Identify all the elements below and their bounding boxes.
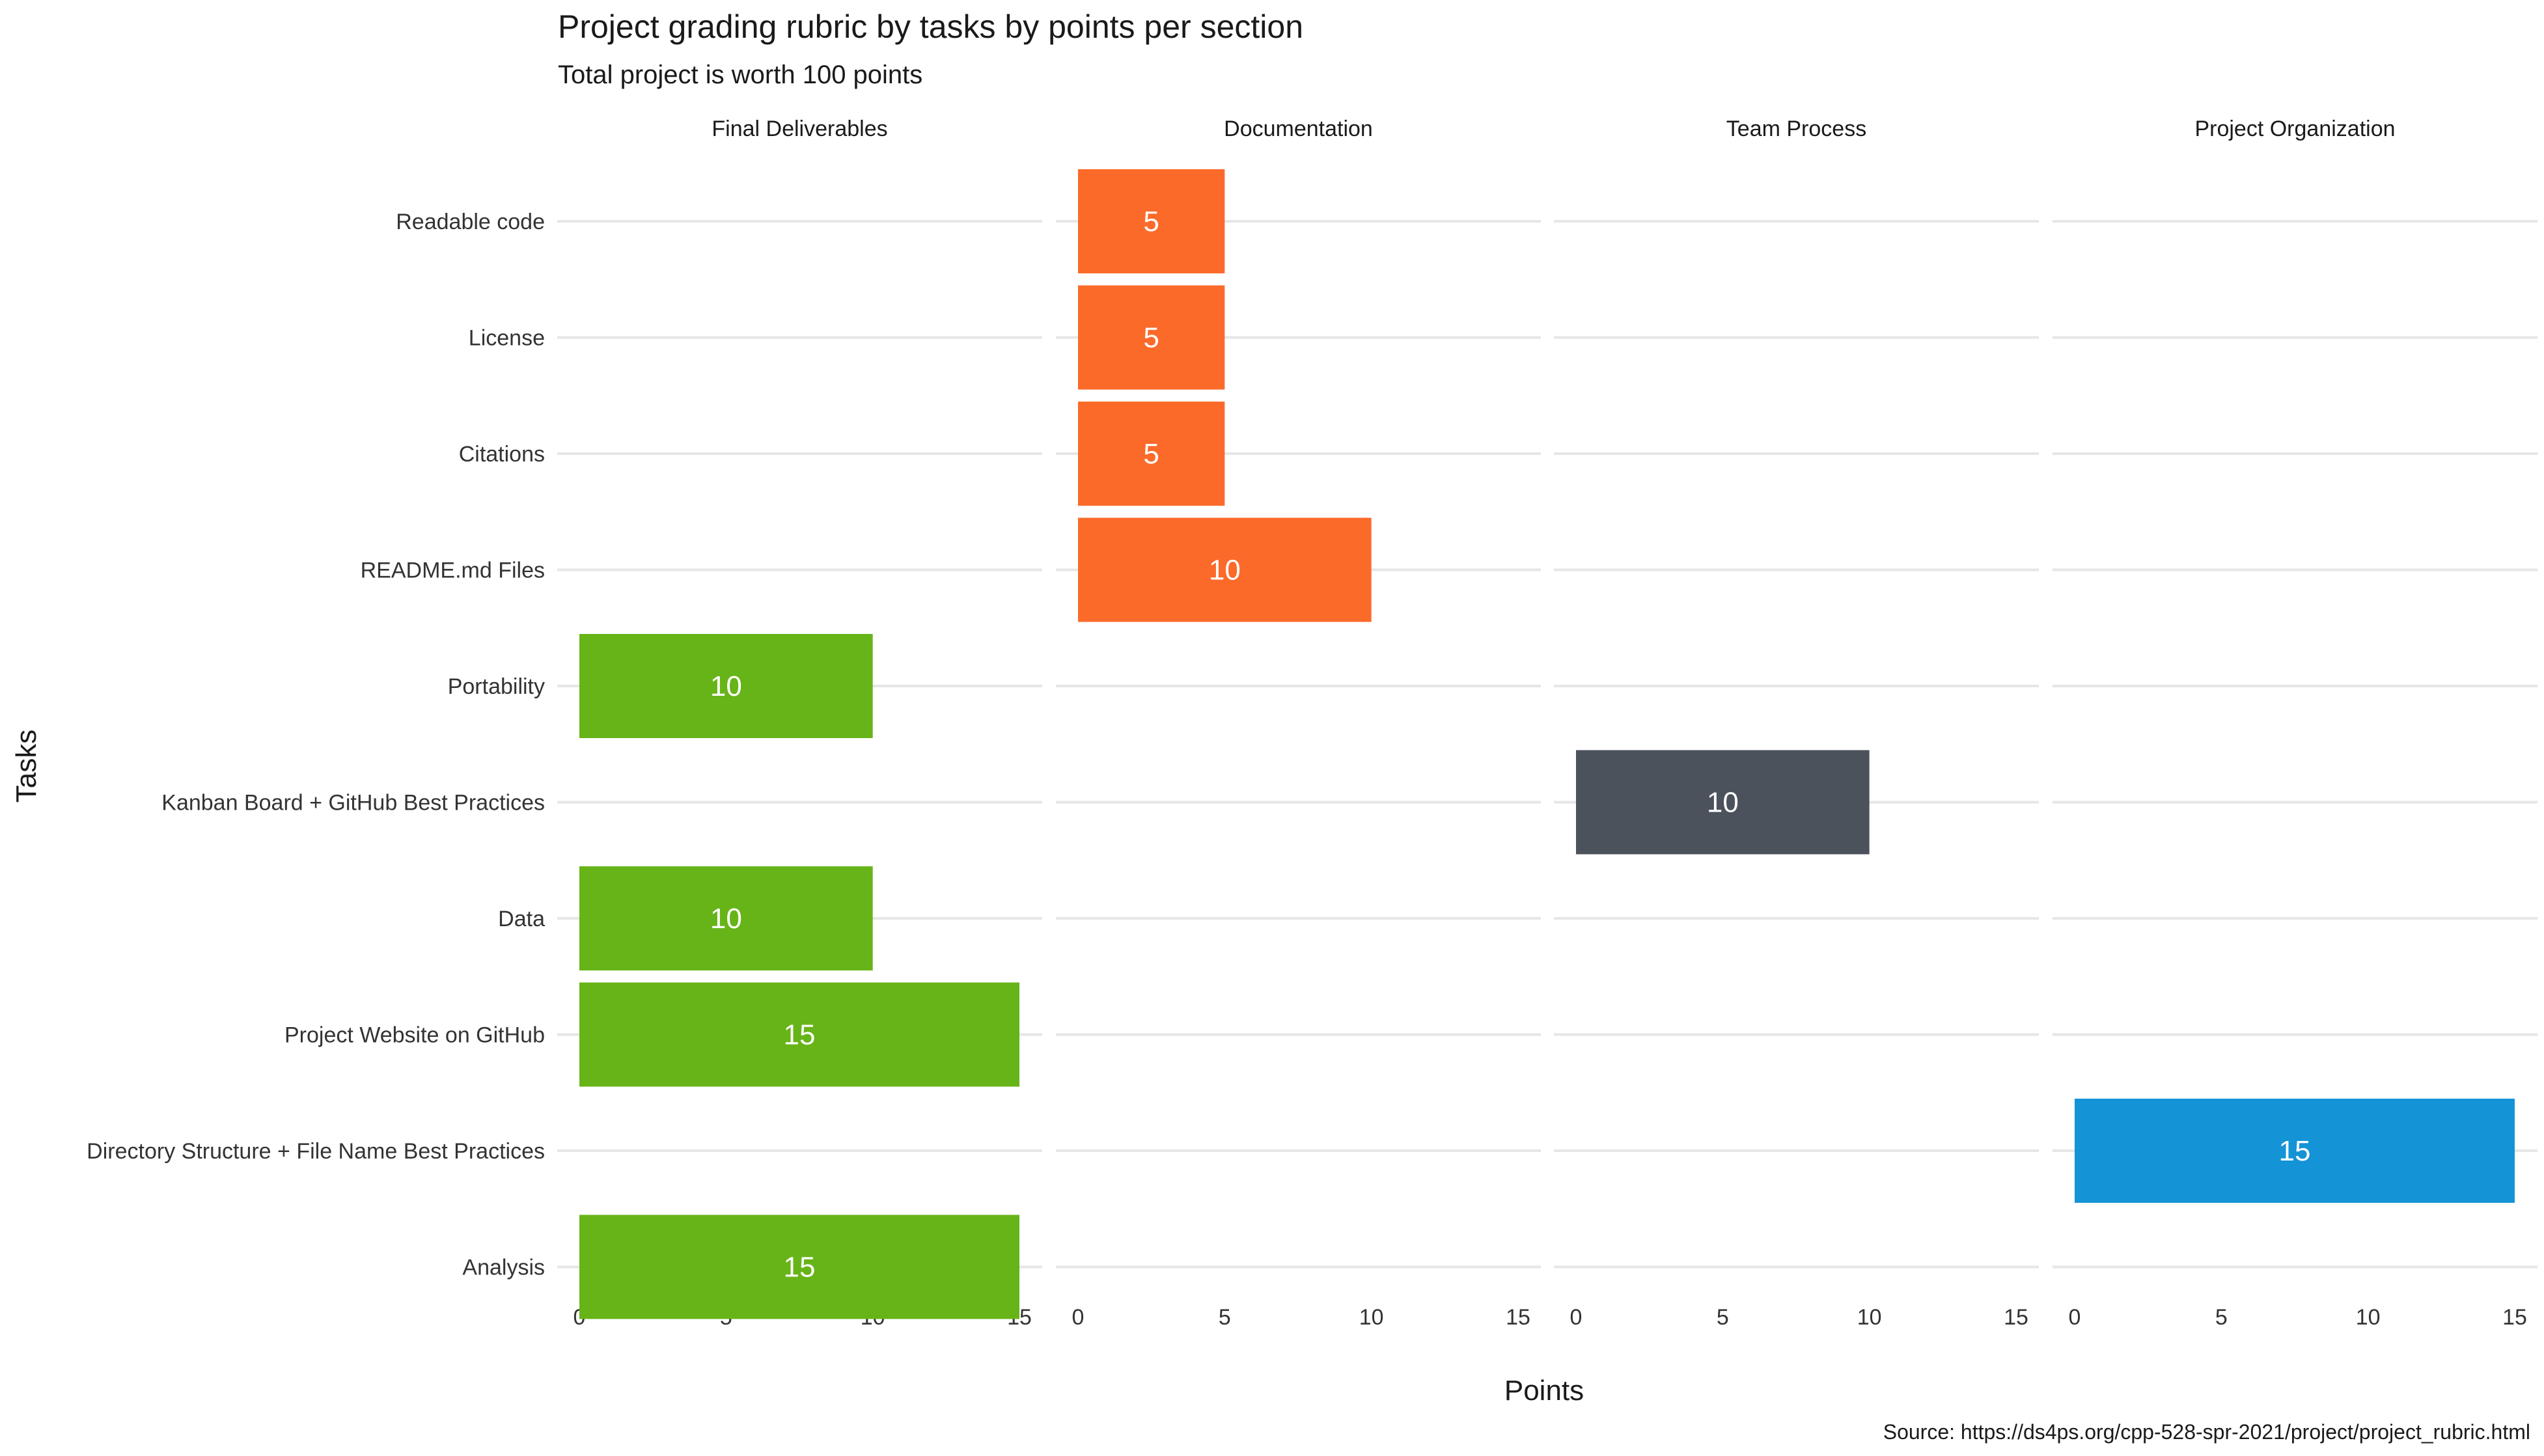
x-tick-label: 15 (2502, 1305, 2527, 1330)
bar-citations (1078, 402, 1225, 506)
chart-caption: Source: https://ds4ps.org/cpp-528-spr-20… (1883, 1420, 2530, 1444)
bar-kanban-board-github-best-practices (1576, 750, 1870, 855)
x-tick-label: 10 (2356, 1305, 2381, 1330)
chart-title: Project grading rubric by tasks by point… (558, 8, 1303, 45)
bar-value-label: 10 (1707, 787, 1739, 819)
bar-directory-structure-file-name-best-practices (2075, 1099, 2515, 1203)
x-axis-label: Points (1504, 1375, 1584, 1407)
x-tick-label: 10 (1857, 1305, 1882, 1330)
bar-license (1078, 285, 1225, 390)
x-tick-label: 5 (2215, 1305, 2228, 1330)
y-tick-label: Kanban Board + GitHub Best Practices (161, 791, 545, 816)
x-tick-label: 15 (2004, 1305, 2028, 1330)
bar-analysis (579, 1215, 1019, 1319)
y-tick-label: README.md Files (361, 558, 545, 583)
bar-value-label: 5 (1143, 206, 1159, 238)
bar-readable-code (1078, 169, 1225, 273)
x-tick-label: 5 (1219, 1305, 1231, 1330)
y-tick-label: Project Website on GitHub (284, 1023, 545, 1048)
bar-value-label: 15 (784, 1252, 816, 1284)
x-tick-label: 0 (1072, 1305, 1085, 1330)
facet-label-final-deliverables: Final Deliverables (712, 117, 887, 141)
bar-data (579, 866, 873, 970)
bar-project-website-on-github (579, 982, 1019, 1087)
y-tick-label: License (469, 326, 545, 351)
bar-value-label: 10 (710, 903, 742, 935)
y-tick-label: Directory Structure + File Name Best Pra… (87, 1139, 545, 1164)
x-tick-label: 15 (1506, 1305, 1530, 1330)
y-tick-label: Portability (448, 674, 545, 699)
y-tick-label: Readable code (396, 210, 545, 234)
facet-label-project-organization: Project Organization (2194, 117, 2395, 141)
plot-area: Final Deliverables 0 5 10 15 Documentation 0 5 1… (87, 117, 2537, 1330)
bar-value-label: 15 (2279, 1135, 2311, 1167)
bar-portability (579, 634, 873, 738)
y-axis-label: Tasks (10, 730, 42, 803)
x-tick-label: 0 (2069, 1305, 2081, 1330)
y-tick-label: Data (498, 907, 545, 931)
chart-subtitle: Total project is worth 100 points (558, 61, 922, 89)
bar-value-label: 10 (1209, 555, 1241, 586)
x-tick-label: 5 (1717, 1305, 1729, 1330)
bar-readme-md-files (1078, 517, 1372, 622)
facet-label-team-process: Team Process (1726, 117, 1866, 141)
x-tick-label: 10 (1359, 1305, 1384, 1330)
facet-label-documentation: Documentation (1224, 117, 1373, 141)
y-tick-label: Citations (459, 442, 545, 467)
bar-value-label: 5 (1143, 322, 1159, 354)
x-tick-label: 0 (1570, 1305, 1583, 1330)
bar-value-label: 15 (784, 1019, 816, 1051)
y-tick-label: Analysis (462, 1256, 545, 1280)
bar-value-label: 10 (710, 670, 742, 702)
bar-value-label: 5 (1143, 438, 1159, 470)
